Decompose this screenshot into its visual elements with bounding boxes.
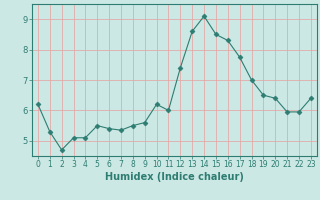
X-axis label: Humidex (Indice chaleur): Humidex (Indice chaleur) — [105, 172, 244, 182]
